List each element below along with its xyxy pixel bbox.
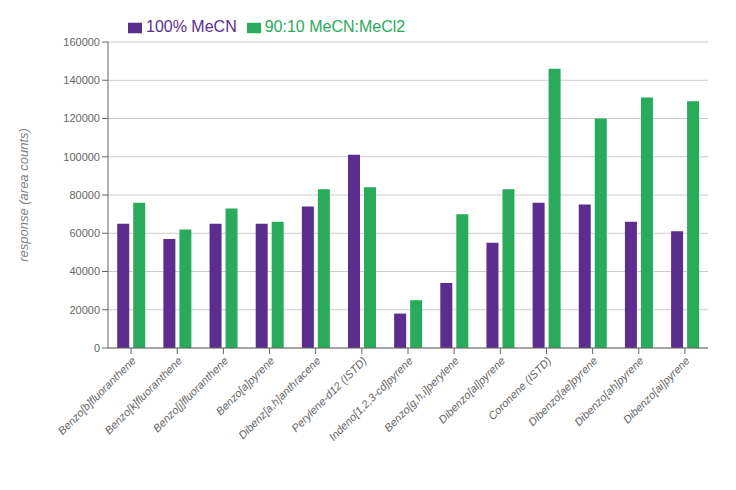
svg-text:Dibenzo[ai]pyrene: Dibenzo[ai]pyrene	[621, 354, 692, 425]
svg-text:Benzo[g,h,i]perylene: Benzo[g,h,i]perylene	[382, 354, 461, 433]
svg-text:Indeno[1,2,3-cd]pyrene: Indeno[1,2,3-cd]pyrene	[326, 354, 414, 442]
svg-text:0: 0	[94, 342, 100, 354]
svg-text:80000: 80000	[69, 189, 100, 201]
svg-text:Coronene (ISTD): Coronene (ISTD)	[485, 354, 554, 423]
svg-text:40000: 40000	[69, 265, 100, 277]
svg-text:Benzo[a]pyrene: Benzo[a]pyrene	[213, 354, 277, 418]
svg-text:Benzo[j]fluoranthene: Benzo[j]fluoranthene	[150, 354, 230, 434]
svg-text:Dibenzo[ah]pyrene: Dibenzo[ah]pyrene	[571, 354, 646, 429]
html-text:90:10 MeCN:MeCl2: 90:10 MeCN:MeCl2	[264, 18, 406, 35]
svg-text:160000: 160000	[63, 36, 100, 48]
svg-text:100000: 100000	[63, 151, 100, 163]
svg-text:Benzo[b]fluoranthene: Benzo[b]fluoranthene	[56, 354, 138, 436]
svg-text:Benzo[k]fluoranthene: Benzo[k]fluoranthene	[102, 354, 184, 436]
svg-text:20000: 20000	[69, 304, 100, 316]
svg-text:60000: 60000	[69, 227, 100, 239]
svg-text:120000: 120000	[63, 112, 100, 124]
svg-text:Dibenz[a,h]anthracene: Dibenz[a,h]anthracene	[236, 354, 323, 441]
svg-text:Dibenzo[ae]pyrene: Dibenzo[ae]pyrene	[525, 354, 600, 429]
svg-text:response (area counts): response (area counts)	[16, 128, 31, 262]
svg-text:Dibenzo[al]pyrene: Dibenzo[al]pyrene	[436, 354, 508, 426]
svg-text:140000: 140000	[63, 74, 100, 86]
html-text:100% MeCN: 100% MeCN	[146, 18, 237, 35]
svg-text:Perylene-d12 (ISTD): Perylene-d12 (ISTD)	[289, 354, 369, 434]
